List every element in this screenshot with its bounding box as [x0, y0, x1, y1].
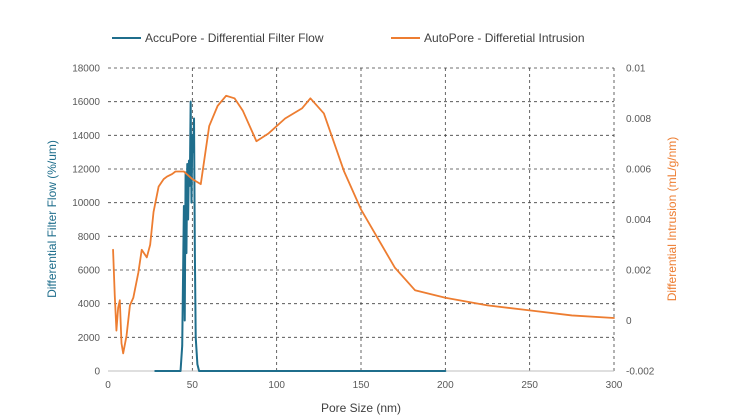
x-tick-label: 300	[606, 380, 623, 391]
axes: 0200040006000800010000120001400016000180…	[72, 64, 655, 392]
y-left-tick-label: 6000	[78, 266, 101, 277]
accupore-series	[154, 100, 447, 372]
accupore-line	[154, 100, 447, 372]
y-right-tick-label: -0.002	[626, 367, 655, 378]
y-right-tick-label: 0.008	[626, 114, 651, 125]
x-tick-label: 0	[105, 380, 111, 391]
y-left-tick-label: 8000	[78, 232, 101, 243]
y-left-tick-label: 16000	[72, 97, 100, 108]
x-tick-label: 250	[521, 380, 538, 391]
axis-titles: Pore Size (nm) Differential Filter Flow …	[45, 137, 679, 415]
legend-label-accupore: AccuPore - Differential Filter Flow	[145, 31, 324, 45]
y-axis-left-title: Differential Filter Flow (%/um)	[45, 140, 59, 298]
y-left-tick-label: 10000	[72, 198, 100, 209]
gridlines	[108, 67, 615, 371]
x-tick-label: 100	[268, 380, 285, 391]
y-right-tick-label: 0	[626, 316, 632, 327]
y-left-tick-label: 18000	[72, 64, 100, 75]
y-right-tick-label: 0.006	[626, 165, 651, 176]
y-left-tick-label: 12000	[72, 165, 100, 176]
y-right-tick-label: 0.01	[626, 64, 646, 75]
y-left-tick-label: 4000	[78, 299, 101, 310]
y-left-tick-label: 2000	[78, 333, 101, 344]
y-axis-right-title: Differential Intrusion (mL/g/nm)	[665, 137, 679, 302]
y-left-tick-label: 14000	[72, 131, 100, 142]
autopore-line	[112, 94, 615, 355]
y-left-tick-label: 0	[94, 367, 100, 378]
y-right-tick-label: 0.002	[626, 266, 651, 277]
x-tick-label: 150	[353, 380, 370, 391]
legend-label-autopore: AutoPore - Differetial Intrusion	[424, 31, 585, 45]
legend: AccuPore - Differential Filter Flow Auto…	[112, 31, 585, 45]
x-axis-title: Pore Size (nm)	[321, 401, 401, 415]
x-tick-label: 200	[437, 380, 454, 391]
autopore-series	[112, 94, 615, 355]
y-right-tick-label: 0.004	[626, 215, 651, 226]
x-tick-label: 50	[187, 380, 199, 391]
